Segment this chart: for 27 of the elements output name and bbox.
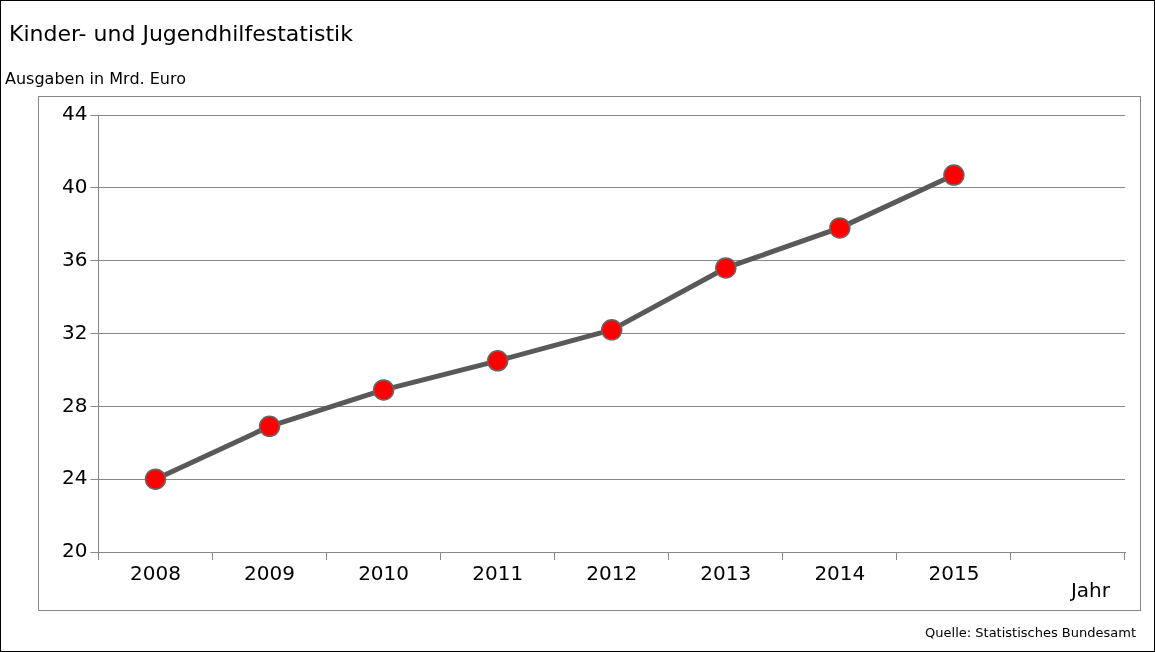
x-tick-label: 2013 [700,561,752,586]
source-note: Quelle: Statistisches Bundesamt [925,625,1136,640]
y-tick-label: 36 [62,246,88,271]
point [829,217,851,239]
chart-subtitle: Ausgaben in Mrd. Euro [5,69,186,88]
x-tick-label: 2015 [928,561,980,586]
x-tick-label: 2009 [244,561,295,586]
x-tick-label: 2012 [586,561,638,586]
y-tick-label: 40 [62,174,88,199]
y-tick-label: 24 [62,465,88,490]
point [943,164,965,186]
point [715,257,737,279]
point [258,415,281,438]
x-axis-title: Jahr [1068,578,1111,603]
point [144,468,167,490]
x-tick-label: 2008 [130,561,181,586]
y-tick-label: 44 [62,101,88,126]
y-tick-label: 32 [62,319,88,344]
x-tick-label: 2014 [814,561,866,586]
y-tick-label: 28 [62,392,88,417]
point [372,379,395,401]
chart-title: Kinder- und Jugendhilfestatistik [9,21,353,46]
x-tick-label: 2010 [358,561,410,586]
y-tick-label: 20 [62,538,88,563]
point [600,319,623,341]
point [486,350,509,372]
x-tick-label: 2011 [472,561,524,586]
